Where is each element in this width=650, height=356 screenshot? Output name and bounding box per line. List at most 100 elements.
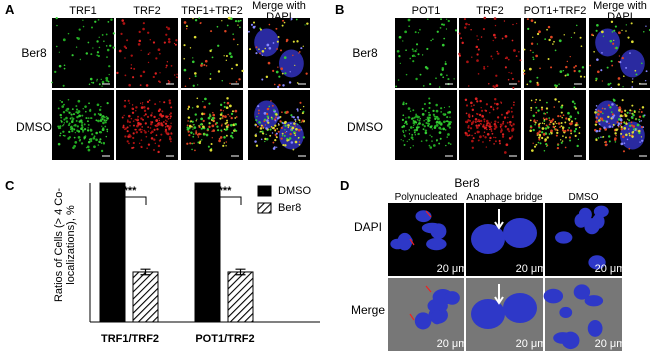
focus-dot [89, 129, 93, 132]
focus-dot [570, 120, 574, 123]
focus-dot [299, 121, 301, 123]
focus-dot [63, 134, 66, 137]
focus-dot [97, 144, 100, 146]
focus-dot [257, 112, 260, 115]
focus-dot [149, 52, 151, 54]
focus-dot [156, 123, 159, 127]
focus-dot [429, 146, 433, 149]
focus-dot [476, 130, 480, 134]
arrow [409, 285, 432, 321]
focus-dot [273, 83, 276, 86]
focus-dot [88, 102, 90, 105]
focus-dot [532, 51, 534, 54]
focus-dot [483, 67, 486, 70]
focus-dot [296, 123, 299, 126]
focus-dot [530, 106, 533, 109]
focus-dot [563, 129, 567, 133]
focus-dot [234, 109, 238, 113]
focus-dot [414, 134, 416, 136]
focus-dot [515, 22, 518, 25]
focus-dot [122, 126, 125, 129]
focus-dot [486, 128, 488, 131]
focus-dot [129, 125, 131, 127]
focus-dot [509, 120, 512, 124]
focus-dot [84, 128, 87, 131]
focus-dot [221, 80, 223, 82]
focus-dot [269, 134, 272, 137]
focus-dot [419, 73, 422, 76]
nucleus [471, 299, 505, 329]
focus-dot [75, 111, 78, 114]
focus-dot [548, 38, 551, 42]
focus-dot [131, 146, 134, 149]
focus-dot [523, 48, 526, 51]
focus-dot [538, 130, 541, 133]
focus-dot [112, 46, 115, 49]
focus-dot [58, 51, 60, 53]
legend-label: Ber8 [278, 202, 301, 214]
panel-label: A [5, 2, 15, 17]
focus-dot [75, 46, 78, 48]
focus-dot [396, 49, 400, 53]
focus-dot [559, 139, 562, 141]
focus-dot [142, 118, 144, 121]
focus-dot [640, 120, 642, 122]
focus-dot [493, 33, 496, 37]
focus-dot [220, 129, 223, 132]
focus-dot [633, 110, 636, 114]
nucleus [584, 218, 600, 235]
focus-dot [265, 75, 269, 79]
focus-dot [442, 120, 446, 124]
nucleus [397, 235, 413, 247]
focus-dot [150, 121, 154, 124]
focus-dot [203, 105, 207, 109]
focus-dot [621, 99, 624, 102]
focus-dot [274, 124, 277, 127]
focus-dot [225, 106, 229, 110]
scale-bar-label: 20 μm [595, 338, 626, 350]
focus-dot [89, 77, 93, 81]
focus-dot [281, 24, 284, 27]
focus-dot [147, 130, 150, 132]
focus-dot [82, 131, 84, 133]
focus-dot [168, 127, 170, 130]
focus-dot [643, 31, 645, 33]
focus-dot [481, 109, 484, 112]
focus-dot [235, 63, 239, 67]
focus-dot [285, 40, 288, 43]
focus-dot [508, 71, 510, 74]
focus-dot [86, 145, 90, 149]
focus-dot [424, 131, 428, 135]
focus-dot [168, 101, 172, 105]
focus-dot [255, 144, 259, 147]
focus-dot [536, 120, 538, 122]
focus-dot [546, 111, 548, 114]
focus-dot [241, 69, 244, 73]
focus-dot [574, 127, 578, 131]
focus-dot [106, 117, 109, 120]
focus-dot [625, 122, 628, 126]
focus-dot [442, 76, 445, 79]
error-bar [140, 268, 151, 276]
focus-dot [142, 27, 145, 31]
focus-dot [488, 82, 490, 85]
focus-dot [97, 119, 100, 123]
focus-dot [192, 17, 194, 20]
focus-dot [108, 73, 110, 76]
focus-dot [499, 123, 503, 126]
focus-dot [211, 124, 215, 128]
focus-dot [631, 104, 634, 107]
focus-dot [237, 44, 239, 46]
focus-dot [491, 132, 494, 135]
focus-dot [540, 106, 544, 109]
focus-dot [537, 109, 540, 112]
focus-dot [284, 72, 287, 75]
focus-dot [534, 123, 536, 126]
focus-dot [421, 107, 424, 110]
focus-dot [224, 30, 227, 33]
focus-dot [482, 27, 486, 31]
focus-dot [441, 43, 445, 47]
focus-dot [530, 42, 534, 45]
focus-dot [68, 130, 71, 133]
focus-dot [237, 20, 240, 23]
